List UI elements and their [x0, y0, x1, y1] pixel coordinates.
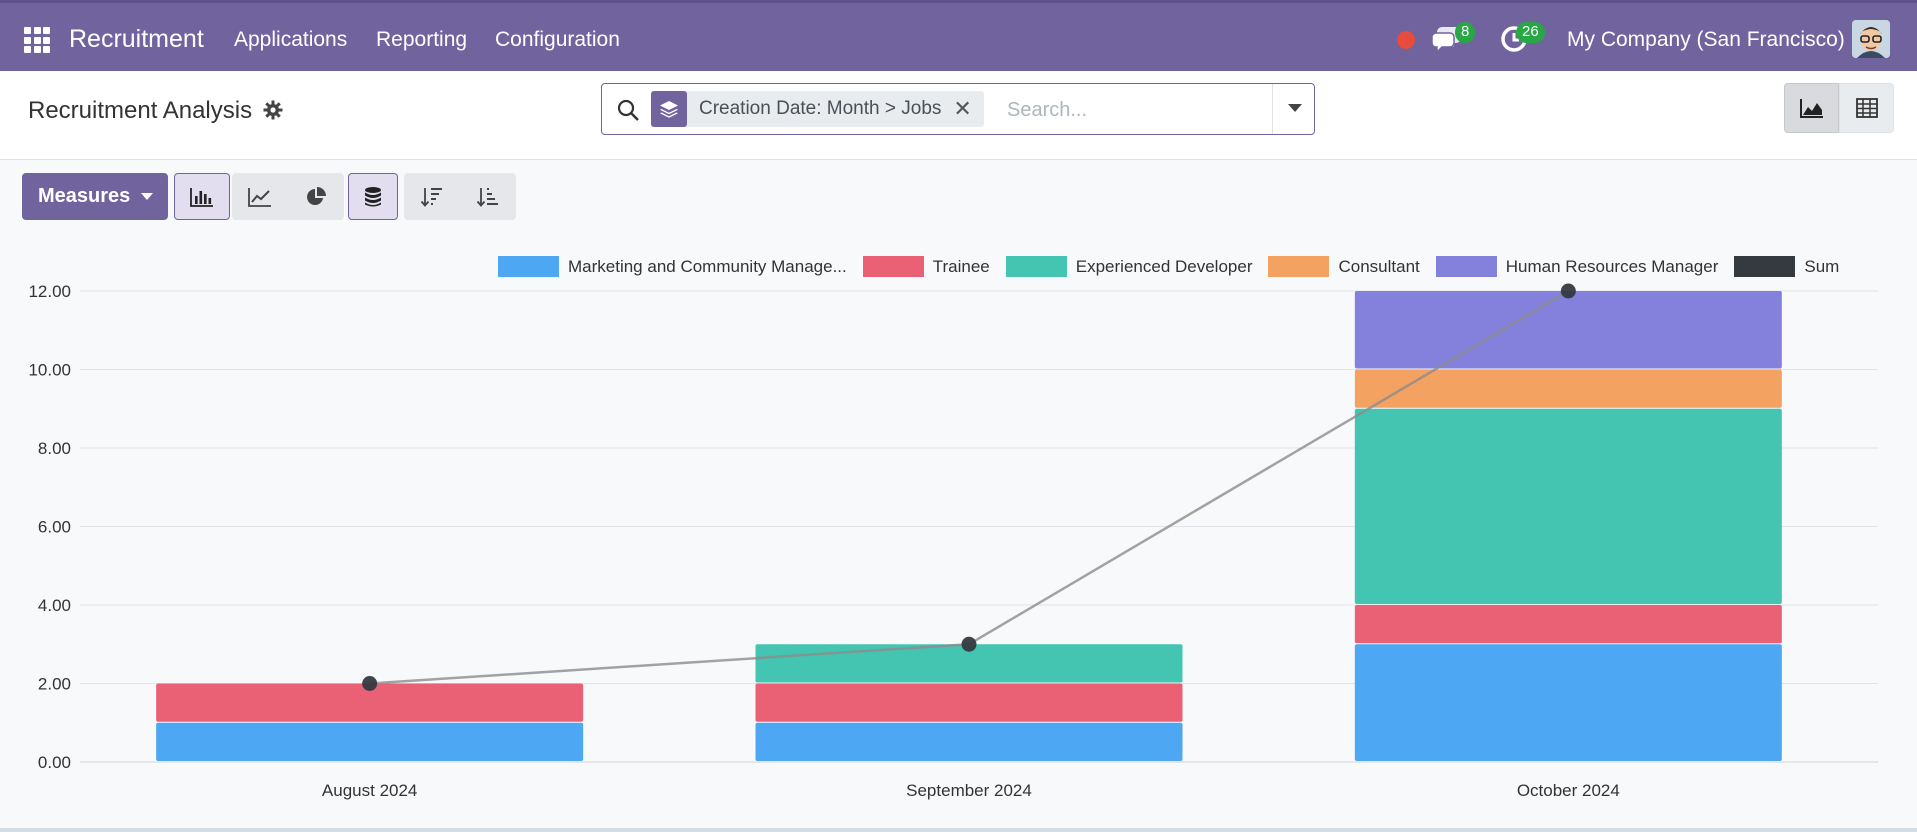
graph-chart: Marketing and Community Manage... Trainee…	[0, 240, 1917, 830]
chart-canvas: 0.00 2.00 4.00 6.00 8.00 10.00 12.00 August 202…	[28, 282, 1878, 800]
pivot-view-button[interactable]	[1839, 83, 1894, 133]
menu-reporting[interactable]: Reporting	[376, 28, 468, 51]
sum-series-point	[362, 676, 378, 691]
bar-segment	[1354, 369, 1782, 408]
sum-series-point	[961, 636, 977, 652]
menu-configuration[interactable]: Configuration	[495, 28, 620, 51]
y-tick-label: 0.00	[38, 753, 71, 772]
bar-segment	[156, 683, 584, 722]
bar-segment	[755, 683, 1183, 722]
app-brand[interactable]: Recruitment	[69, 25, 204, 53]
legend-label: Experienced Developer	[1075, 256, 1253, 276]
groupby-facet: Creation Date: Month > Jobs ✕	[651, 91, 984, 127]
legend-swatch	[498, 256, 559, 277]
apps-menu-icon[interactable]	[24, 27, 50, 53]
legend-item[interactable]: Sum	[1734, 256, 1839, 277]
y-tick-label: 4.00	[38, 596, 71, 615]
legend-label: Human Resources Manager	[1505, 256, 1719, 276]
activities-count-badge: 26	[1516, 22, 1545, 43]
user-avatar[interactable]	[1852, 20, 1890, 58]
gear-icon[interactable]	[263, 100, 283, 120]
line-chart-icon	[248, 187, 271, 207]
line-chart-button[interactable]	[232, 173, 288, 220]
table-grid-icon	[1855, 98, 1878, 118]
y-tick-label: 12.00	[28, 282, 71, 301]
messages-count-badge: 8	[1455, 22, 1476, 43]
close-icon[interactable]: ✕	[953, 96, 972, 121]
page-title: Recruitment Analysis	[28, 97, 253, 124]
legend-swatch	[862, 256, 924, 277]
search-divider	[1272, 84, 1273, 134]
legend-label: Sum	[1804, 256, 1840, 276]
menu-applications[interactable]: Applications	[234, 28, 348, 51]
sort-descending-button[interactable]	[404, 173, 460, 220]
legend-swatch	[1734, 256, 1796, 277]
legend-item[interactable]: Trainee	[862, 256, 990, 277]
x-tick-label: September 2024	[906, 781, 1032, 800]
sort-ascending-icon	[476, 187, 498, 207]
sort-ascending-button[interactable]	[460, 173, 516, 220]
legend-swatch	[1435, 256, 1497, 277]
pie-chart-button[interactable]	[288, 173, 344, 220]
legend-label: Trainee	[932, 256, 990, 276]
bar-segment	[1354, 644, 1782, 761]
bar-segment	[1354, 605, 1782, 644]
search-bar: Creation Date: Month > Jobs ✕	[601, 83, 1315, 135]
x-tick-label: August 2024	[322, 781, 417, 800]
legend-swatch	[1268, 256, 1330, 277]
bar-chart-icon	[190, 187, 213, 207]
legend-item[interactable]: Experienced Developer	[1005, 256, 1253, 277]
legend-label: Marketing and Community Manage...	[568, 256, 847, 276]
chevron-down-icon	[141, 193, 154, 200]
control-panel: Recruitment Analysis	[0, 71, 1917, 160]
top-navbar: Recruitment Applications Reporting Confi…	[0, 0, 1917, 71]
sort-descending-icon	[420, 187, 442, 207]
search-options-chevron-down-icon[interactable]	[1288, 104, 1302, 112]
legend-swatch	[1005, 256, 1067, 277]
x-tick-label: October 2024	[1517, 781, 1620, 800]
pie-chart-icon	[307, 186, 326, 205]
y-tick-label: 8.00	[38, 439, 71, 458]
graph-view-button[interactable]	[1784, 83, 1839, 133]
y-tick-label: 2.00	[38, 675, 71, 694]
bar-chart-button[interactable]	[174, 173, 230, 220]
facet-label: Creation Date: Month > Jobs	[699, 98, 942, 119]
y-tick-label: 10.00	[28, 361, 71, 380]
search-input[interactable]	[1007, 95, 1277, 125]
y-tick-label: 6.00	[38, 518, 71, 537]
company-switcher[interactable]: My Company (San Francisco)	[1567, 28, 1845, 51]
bottom-divider	[0, 828, 1917, 832]
bar-segment	[755, 644, 1183, 683]
legend-item[interactable]: Marketing and Community Manage...	[498, 256, 847, 277]
legend-label: Consultant	[1338, 256, 1420, 276]
stacked-toggle-button[interactable]	[348, 173, 398, 220]
sum-series-point	[1560, 283, 1576, 299]
legend-item[interactable]: Human Resources Manager	[1435, 256, 1719, 277]
legend-item[interactable]: Consultant	[1268, 256, 1420, 277]
database-stack-icon	[365, 186, 381, 206]
measures-dropdown-button[interactable]: Measures	[22, 173, 168, 220]
bar-segment	[1354, 291, 1782, 369]
chart-legend: Marketing and Community Manage... Trainee…	[498, 256, 1855, 277]
bar-segment	[755, 722, 1183, 761]
search-icon[interactable]	[616, 98, 640, 122]
layers-icon	[651, 91, 687, 127]
measures-label: Measures	[38, 185, 131, 207]
bar-segment	[156, 722, 584, 761]
recording-status-icon[interactable]	[1397, 31, 1415, 49]
bar-segment	[1354, 408, 1782, 604]
view-switcher	[1784, 83, 1894, 133]
area-chart-icon	[1799, 99, 1823, 118]
